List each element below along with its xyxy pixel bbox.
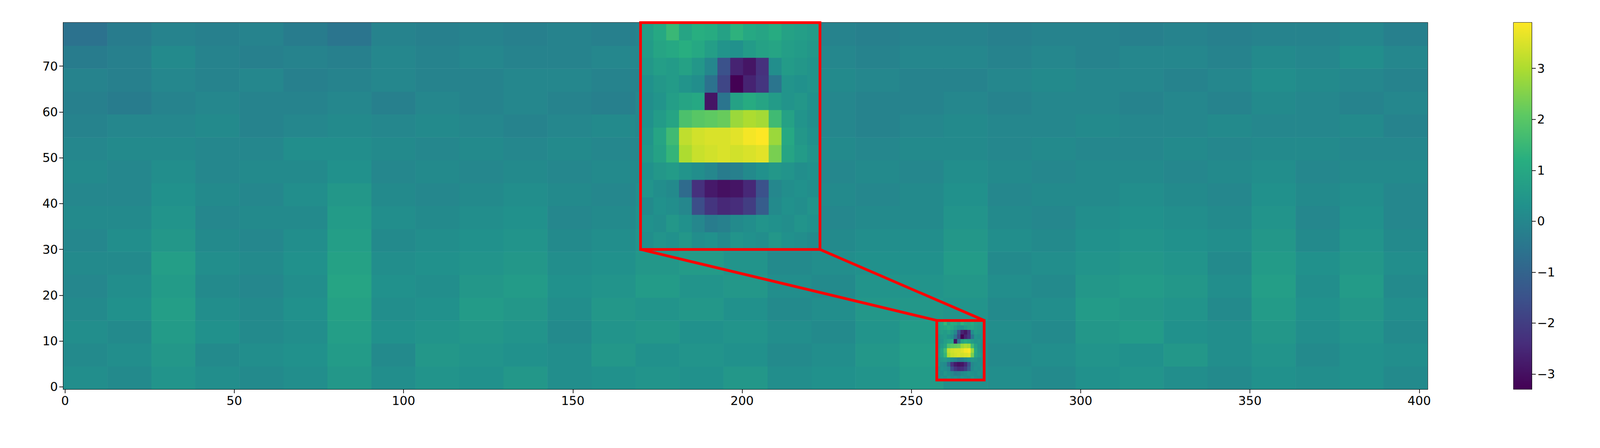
- svg-text:3: 3: [1537, 61, 1545, 76]
- svg-text:60: 60: [42, 104, 58, 119]
- svg-text:50: 50: [42, 150, 58, 165]
- svg-text:70: 70: [42, 59, 58, 74]
- svg-text:30: 30: [42, 242, 58, 257]
- svg-text:250: 250: [899, 393, 924, 408]
- svg-text:2: 2: [1537, 112, 1545, 127]
- svg-text:1: 1: [1537, 163, 1545, 178]
- svg-text:−3: −3: [1537, 366, 1556, 381]
- svg-text:300: 300: [1068, 393, 1093, 408]
- svg-text:400: 400: [1407, 393, 1432, 408]
- svg-text:−1: −1: [1537, 265, 1556, 280]
- svg-text:150: 150: [561, 393, 585, 408]
- svg-text:10: 10: [42, 333, 58, 348]
- svg-text:0: 0: [50, 379, 58, 394]
- svg-text:−2: −2: [1537, 315, 1556, 330]
- svg-text:350: 350: [1238, 393, 1262, 408]
- svg-text:100: 100: [391, 393, 416, 408]
- svg-text:40: 40: [42, 196, 58, 211]
- svg-text:0: 0: [1537, 213, 1545, 228]
- svg-text:20: 20: [42, 288, 58, 303]
- svg-text:0: 0: [61, 393, 69, 408]
- svg-text:200: 200: [730, 393, 755, 408]
- svg-text:50: 50: [226, 393, 243, 408]
